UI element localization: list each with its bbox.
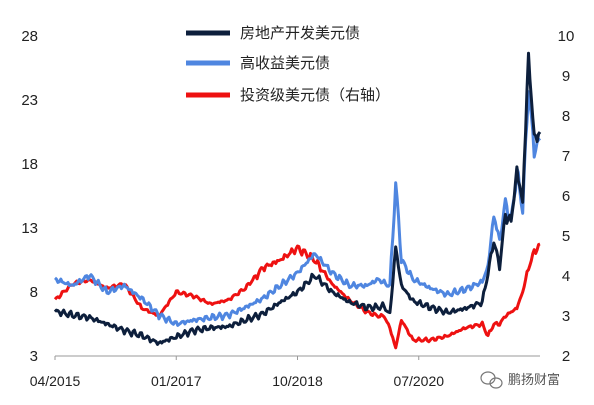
x-tick-3: 07/2020	[393, 373, 444, 389]
y-right-tick-0: 2	[562, 348, 570, 365]
legend-item-2: 投资级美元债（右轴）	[186, 86, 390, 104]
x-tick-2: 10/2018	[272, 373, 323, 389]
y-right-tick-1: 3	[562, 308, 570, 325]
y-right-tick-8: 10	[558, 28, 575, 45]
legend-item-1: 高收益美元债	[186, 54, 330, 72]
y-left-ticks: 3 8 13 18 23 28	[21, 28, 38, 365]
legend-label-2: 投资级美元债（右轴）	[240, 86, 390, 104]
y-right-tick-6: 8	[562, 108, 570, 125]
legend-label-1: 高收益美元债	[240, 54, 330, 72]
y-left-tick-0: 3	[30, 348, 38, 365]
wechat-icon	[480, 371, 503, 389]
y-left-tick-3: 18	[21, 156, 38, 173]
y-right-ticks: 2 3 4 5 6 7 8 9 10	[558, 28, 575, 365]
y-right-tick-3: 5	[562, 228, 570, 245]
y-left-tick-5: 28	[21, 28, 38, 45]
series-line-1	[54, 90, 542, 327]
y-right-tick-4: 6	[562, 188, 570, 205]
y-right-tick-5: 7	[562, 148, 570, 165]
series-line-0	[53, 51, 542, 346]
series-layer	[53, 51, 542, 350]
x-ticks: 04/2015 01/2017 10/2018 07/2020	[30, 356, 444, 389]
y-right-tick-7: 9	[562, 68, 570, 85]
watermark-text: 鹏扬财富	[508, 372, 560, 388]
legend: 房地产开发美元债 高收益美元债 投资级美元债（右轴）	[186, 24, 390, 104]
legend-item-0: 房地产开发美元债	[186, 24, 360, 42]
x-tick-1: 01/2017	[151, 373, 202, 389]
y-right-tick-2: 4	[562, 268, 570, 285]
watermark: 鹏扬财富	[480, 371, 560, 389]
y-left-tick-1: 8	[30, 284, 38, 301]
y-left-tick-4: 23	[21, 92, 38, 109]
y-left-tick-2: 13	[21, 220, 38, 237]
x-tick-0: 04/2015	[30, 373, 81, 389]
legend-label-0: 房地产开发美元债	[240, 24, 360, 42]
series-line-2	[53, 242, 541, 350]
